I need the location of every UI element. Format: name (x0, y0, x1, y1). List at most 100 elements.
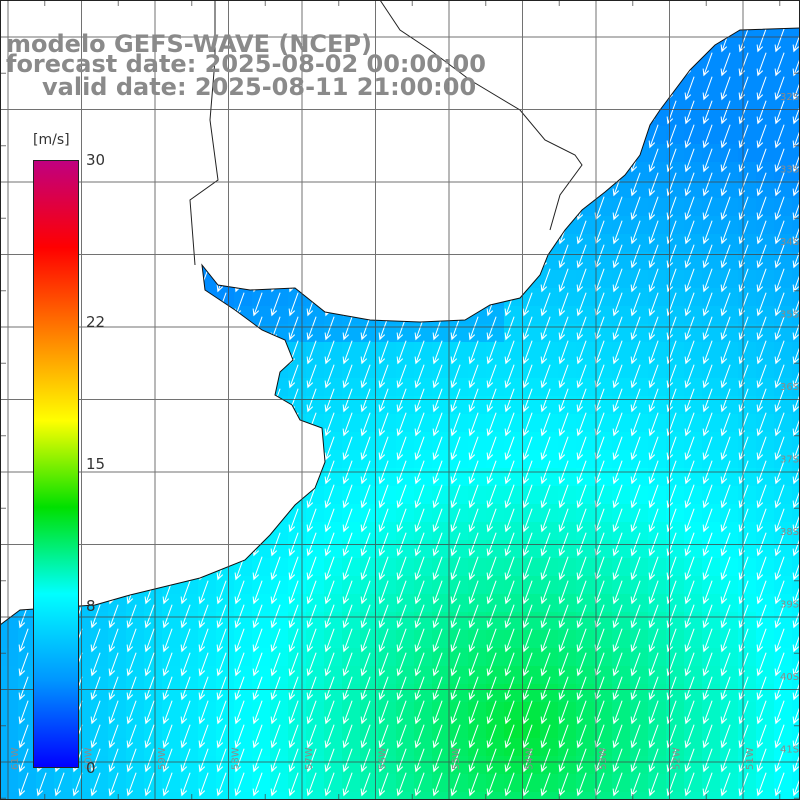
wind-arrow (774, 100, 785, 125)
wind-arrow (612, 100, 623, 125)
wind-arrow (792, 124, 800, 149)
wind-arrow (270, 124, 281, 149)
wind-arrow (144, 628, 155, 653)
wind-arrow (342, 628, 353, 653)
wind-arrow (288, 748, 299, 773)
wind-arrow (252, 292, 263, 317)
wind-arrow (720, 748, 731, 773)
wind-arrow (144, 364, 155, 389)
wind-arrow (216, 604, 227, 629)
wind-arrow (486, 28, 497, 53)
wind-arrow (504, 556, 515, 581)
wind-arrow (378, 508, 389, 533)
wind-arrow (630, 364, 641, 389)
wind-arrow (792, 196, 800, 221)
wind-arrow (216, 676, 227, 701)
wind-arrow (378, 484, 389, 509)
wind-arrow (288, 580, 299, 605)
wind-arrow (612, 220, 623, 245)
wind-arrow (234, 220, 245, 245)
wind-arrow (720, 340, 731, 365)
wind-arrow (216, 772, 227, 797)
wind-arrow (324, 676, 335, 701)
wind-arrow (486, 76, 497, 101)
wind-arrow (288, 124, 299, 149)
wind-arrow (378, 700, 389, 725)
wind-arrow (648, 364, 659, 389)
wind-arrow (198, 412, 209, 437)
wind-arrow (684, 772, 695, 797)
wind-arrow (198, 316, 209, 341)
wind-arrow (324, 196, 335, 221)
wind-arrow (324, 172, 335, 197)
wind-arrow (414, 340, 425, 365)
wind-arrow (342, 244, 353, 269)
wind-arrow (306, 124, 317, 149)
wind-arrow (180, 604, 191, 629)
wind-arrow (360, 340, 371, 365)
wind-arrow (90, 508, 101, 533)
wind-arrow (558, 748, 569, 773)
wind-arrow (360, 124, 371, 149)
wind-arrow (234, 196, 245, 221)
wind-arrow (432, 556, 443, 581)
wind-arrow (450, 652, 461, 677)
wind-arrow (396, 676, 407, 701)
wind-arrow (18, 748, 29, 773)
wind-arrow (648, 772, 659, 797)
wind-arrow (414, 628, 425, 653)
wind-arrow (504, 436, 515, 461)
wind-arrow (126, 556, 137, 581)
wind-arrow (630, 604, 641, 629)
wind-arrow (162, 604, 173, 629)
wind-arrow (720, 556, 731, 581)
wind-arrow (396, 364, 407, 389)
wind-arrow (630, 292, 641, 317)
wind-arrow (108, 700, 119, 725)
wind-arrow (504, 220, 515, 245)
wind-arrow (270, 628, 281, 653)
wind-arrow (306, 148, 317, 173)
longitude-label: 61W (10, 747, 21, 770)
wind-arrow (612, 292, 623, 317)
wind-arrow (144, 124, 155, 149)
wind-arrow (486, 652, 497, 677)
longitude-label: 56W (378, 747, 389, 770)
wind-arrow (18, 772, 29, 797)
wind-arrow (468, 364, 479, 389)
wind-arrow (702, 268, 713, 293)
wind-arrow (450, 676, 461, 701)
coastline (0, 27, 800, 626)
wind-arrow (18, 724, 29, 749)
wind-arrow (378, 772, 389, 797)
forecast-date: forecast date: 2025-08-02 00:00:00 (6, 50, 486, 78)
wind-arrow (162, 124, 173, 149)
wind-arrow (774, 148, 785, 173)
wind-arrow (108, 604, 119, 629)
wind-arrow (576, 436, 587, 461)
wind-arrow (432, 292, 443, 317)
wind-arrow (414, 436, 425, 461)
wind-arrow (90, 172, 101, 197)
wind-arrow (504, 628, 515, 653)
wind-arrow (198, 652, 209, 677)
wind-arrow (18, 700, 29, 725)
wind-arrow (288, 100, 299, 125)
wind-arrow (486, 556, 497, 581)
wind-arrow (576, 292, 587, 317)
latitude-label: 37S (780, 455, 799, 466)
wind-arrow (414, 748, 425, 773)
wind-arrow (108, 124, 119, 149)
wind-arrow (396, 220, 407, 245)
wind-arrow (252, 556, 263, 581)
wind-arrow (774, 556, 785, 581)
wind-arrow (612, 508, 623, 533)
wind-arrow (720, 196, 731, 221)
wind-arrow (720, 436, 731, 461)
wind-arrow (414, 412, 425, 437)
wind-arrow (342, 292, 353, 317)
wind-arrow (468, 220, 479, 245)
wind-arrow (684, 412, 695, 437)
